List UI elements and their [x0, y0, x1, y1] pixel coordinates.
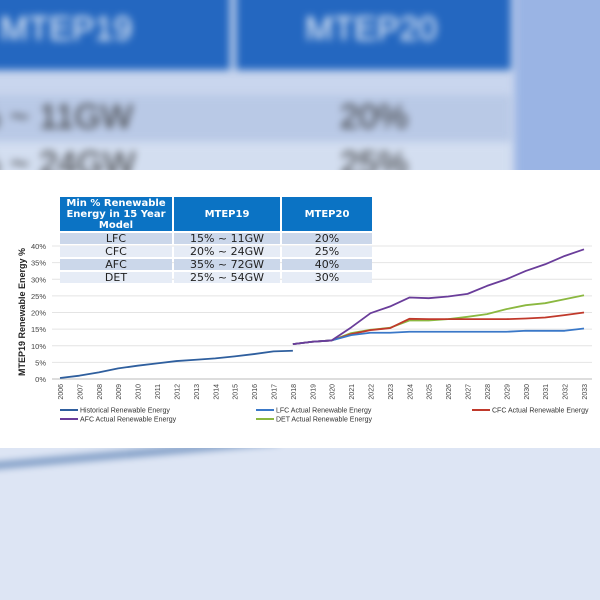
y-axis-label: MTEP19 Renewable Energy % — [17, 248, 27, 376]
cell: 20% — [282, 233, 372, 244]
legend-label: LFC Actual Renewable Energy — [276, 408, 372, 415]
cell: 25% — [282, 246, 372, 257]
x-tick-label: 2010 — [136, 384, 143, 400]
bg-cell: % ~ 11GW — [0, 98, 133, 136]
x-tick-label: 2027 — [466, 384, 473, 400]
x-tick-label: 2024 — [407, 384, 414, 400]
y-tick-label: 0% — [35, 375, 46, 384]
x-tick-label: 2023 — [388, 384, 395, 400]
x-tick-label: 2030 — [524, 384, 531, 400]
x-tick-label: 2012 — [174, 384, 181, 400]
x-tick-label: 2011 — [155, 384, 162, 399]
table-row: LFC 15% ~ 11GW 20% — [60, 233, 372, 244]
cell: 30% — [282, 272, 372, 283]
bg-lower-chart — [0, 435, 600, 600]
bg-header-cell — [0, 0, 230, 70]
scenario-table: Min % Renewable Energy in 15 Year Model … — [58, 195, 374, 285]
y-tick-label: 25% — [31, 292, 46, 301]
x-tick-label: 2015 — [233, 384, 240, 400]
x-tick-label: 2006 — [58, 384, 65, 400]
x-tick-label: 2018 — [291, 384, 298, 400]
x-tick-label: 2021 — [349, 384, 356, 400]
bg-row — [0, 95, 511, 141]
table-row: DET 25% ~ 54GW 30% — [60, 272, 372, 283]
x-tick-label: 2025 — [427, 384, 434, 400]
x-tick-label: 2022 — [369, 384, 376, 400]
legend-label: AFC Actual Renewable Energy — [80, 417, 177, 424]
x-tick-label: 2019 — [310, 384, 317, 400]
legend-label: Historical Renewable Energy — [80, 408, 170, 415]
cell: 40% — [282, 259, 372, 270]
cell: 15% ~ 11GW — [174, 233, 280, 244]
bg-header-cell — [236, 0, 511, 70]
cell: 20% ~ 24GW — [174, 246, 280, 257]
table-header: Min % Renewable Energy in 15 Year Model — [60, 197, 172, 231]
bg-header-mtep20: MTEP20 — [305, 10, 438, 48]
x-tick-label: 2017 — [271, 384, 278, 400]
cell: 25% ~ 54GW — [174, 272, 280, 283]
cell: LFC — [60, 233, 172, 244]
legend-label: DET Actual Renewable Energy — [276, 417, 372, 424]
table-row: CFC 20% ~ 24GW 25% — [60, 246, 372, 257]
y-tick-label: 15% — [31, 325, 46, 334]
series-line-historical — [59, 349, 293, 379]
bg-cell: 20% — [340, 98, 409, 136]
table-header: MTEP19 — [174, 197, 280, 231]
x-tick-label: 2016 — [252, 384, 259, 400]
cell: 35% ~ 72GW — [174, 259, 280, 270]
x-tick-label: 2008 — [97, 384, 104, 400]
bg-header-mtep19: MTEP19 — [0, 10, 133, 48]
x-tick-label: 2032 — [563, 384, 570, 400]
x-tick-label: 2020 — [330, 384, 337, 400]
table-header: MTEP20 — [282, 197, 372, 231]
x-tick-label: 2014 — [213, 384, 220, 400]
series-line-afc — [292, 248, 585, 345]
x-tick-label: 2009 — [116, 384, 123, 400]
x-tick-label: 2007 — [77, 384, 84, 400]
cell: CFC — [60, 246, 172, 257]
x-tick-label: 2031 — [543, 384, 550, 400]
table-header-row: Min % Renewable Energy in 15 Year Model … — [60, 197, 372, 231]
y-tick-label: 40% — [31, 242, 46, 251]
y-tick-label: 20% — [31, 309, 46, 318]
legend-label: CFC Actual Renewable Energy — [492, 408, 589, 415]
table-row: AFC 35% ~ 72GW 40% — [60, 259, 372, 270]
x-tick-label: 2033 — [582, 384, 589, 400]
cell: AFC — [60, 259, 172, 270]
y-tick-label: 35% — [31, 259, 46, 268]
x-tick-label: 2026 — [446, 384, 453, 400]
x-tick-label: 2028 — [485, 384, 492, 400]
y-tick-label: 10% — [31, 342, 46, 351]
y-tick-label: 30% — [31, 275, 46, 284]
cell: DET — [60, 272, 172, 283]
y-tick-label: 5% — [35, 358, 46, 367]
x-tick-label: 2029 — [504, 384, 511, 400]
series-line-lfc — [292, 327, 585, 345]
x-tick-label: 2013 — [194, 384, 201, 400]
